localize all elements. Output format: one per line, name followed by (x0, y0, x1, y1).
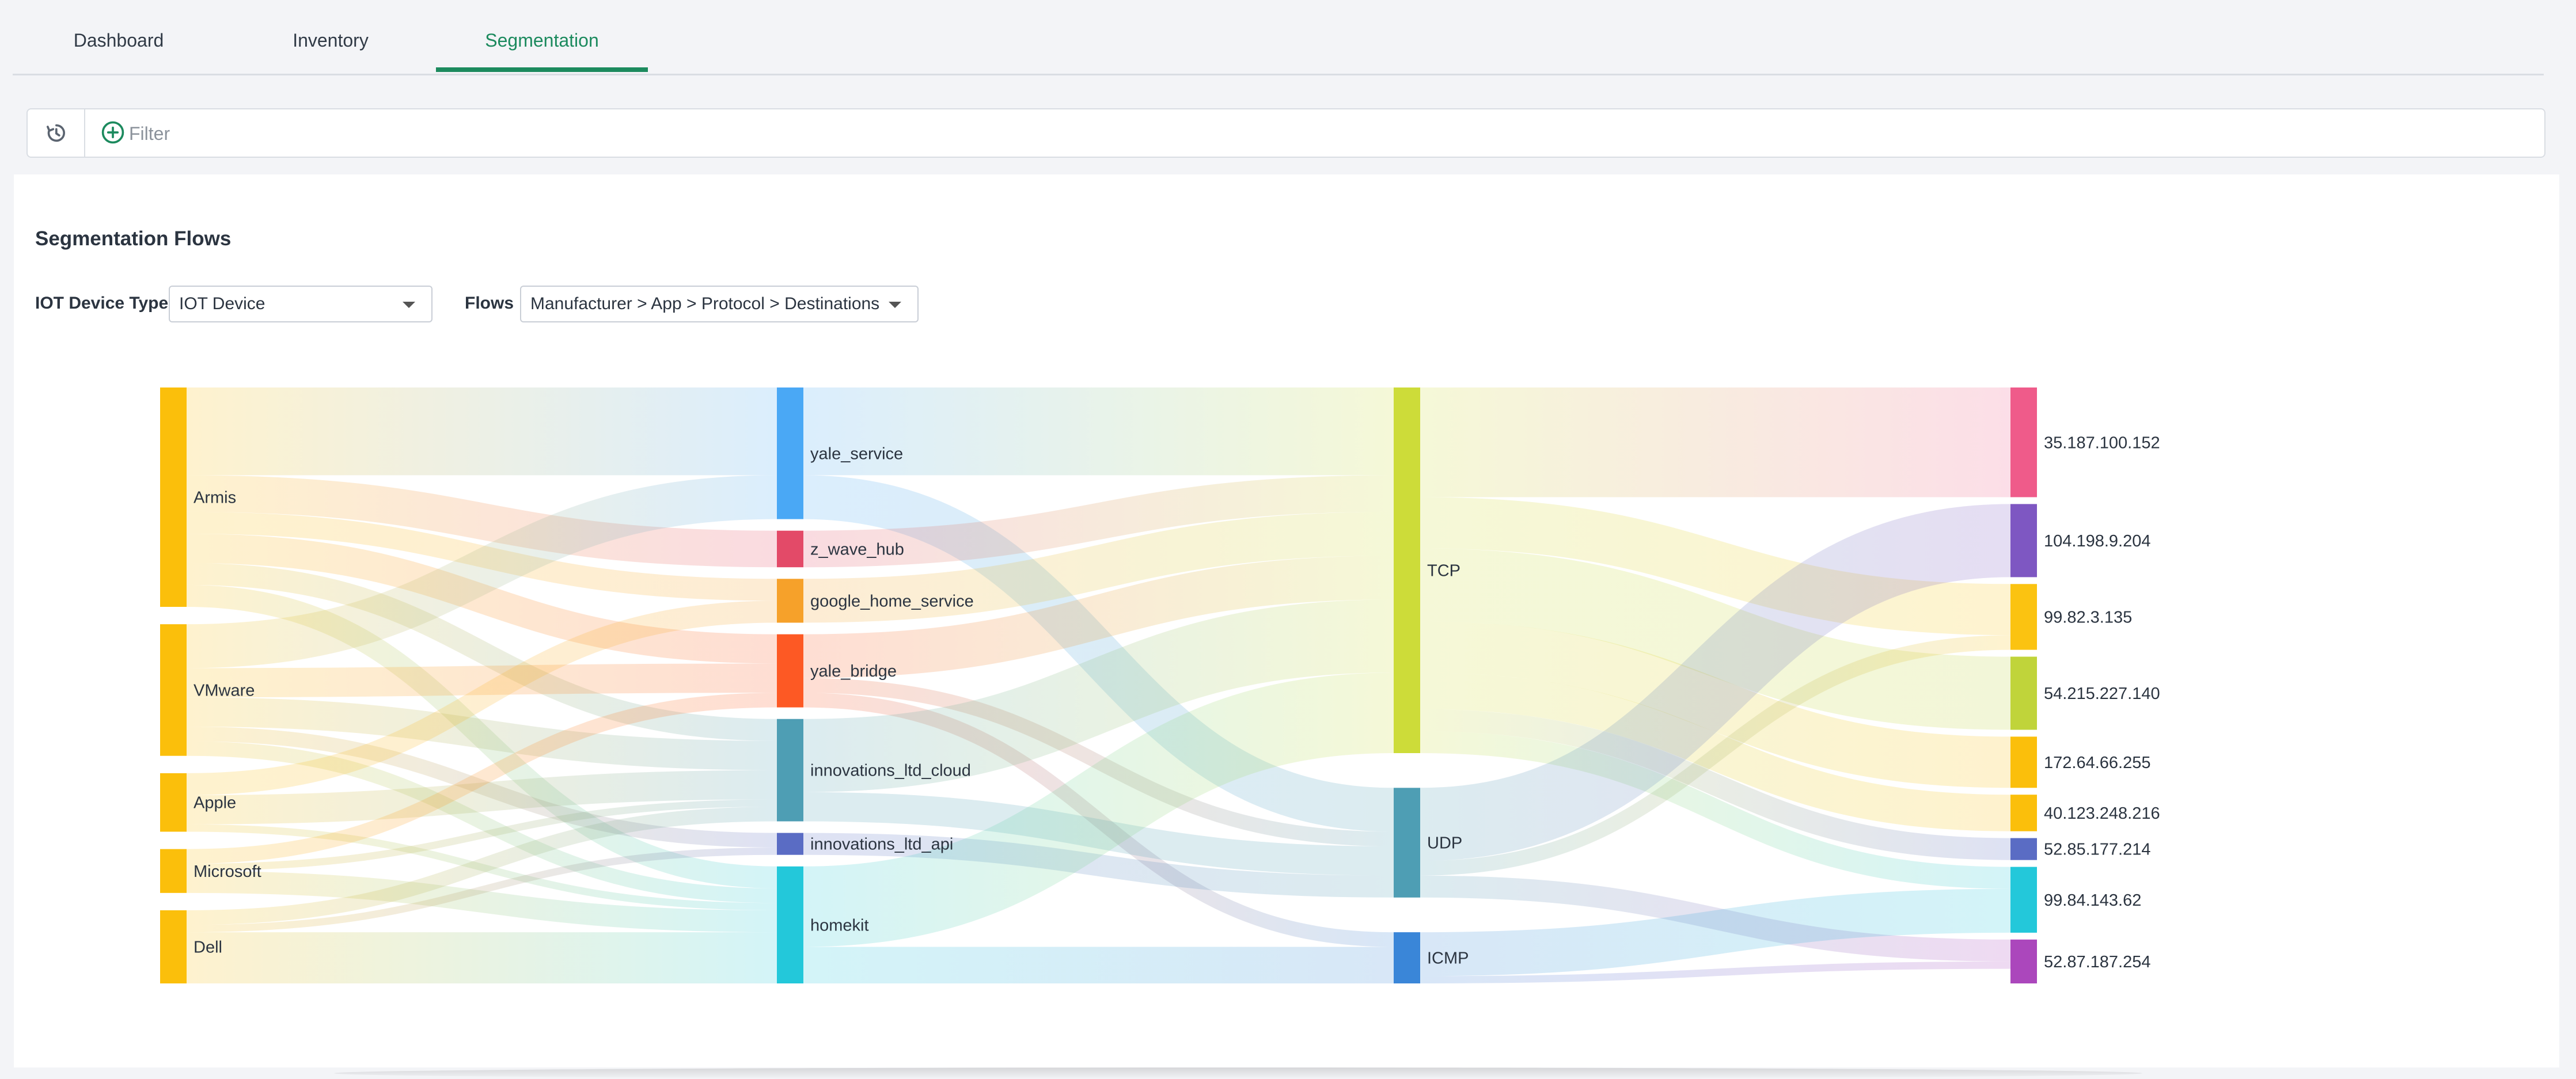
sankey-node[interactable] (160, 910, 187, 983)
sankey-node[interactable] (2010, 584, 2037, 650)
sankey-node[interactable] (777, 634, 803, 708)
sankey-node-label: 52.85.177.214 (2044, 841, 2150, 859)
sankey-node[interactable] (777, 530, 803, 568)
sankey-node-label: Microsoft (194, 863, 261, 881)
segmentation-panel: Segmentation Flows IOT Device Type IOT D… (14, 174, 2559, 1067)
sankey-nodes: Armis VMware Apple Microsoft Dell yale_servic… (160, 387, 2160, 983)
sankey-node[interactable] (2010, 867, 2037, 933)
sankey-node-label: 40.123.248.216 (2044, 804, 2160, 823)
sankey-node[interactable] (777, 387, 803, 519)
sankey-node[interactable] (777, 579, 803, 623)
sankey-node-label: 99.84.143.62 (2044, 891, 2141, 910)
sankey-node[interactable] (160, 849, 187, 893)
device-type-value: IOT Device (179, 294, 265, 313)
sankey-node[interactable] (1394, 387, 1420, 753)
sankey-node[interactable] (2010, 656, 2037, 730)
filter-input[interactable] (128, 116, 1858, 151)
sankey-link[interactable] (803, 556, 1394, 678)
sankey-node-label: 35.187.100.152 (2044, 434, 2160, 452)
sankey-link[interactable] (186, 475, 777, 668)
history-icon (47, 124, 66, 142)
sankey-node[interactable] (1394, 788, 1420, 898)
panel-shadow (334, 1067, 2142, 1079)
sankey-node[interactable] (160, 773, 187, 832)
sankey-node-label: innovations_ltd_cloud (810, 762, 971, 780)
device-type-label: IOT Device Type (35, 294, 169, 313)
sankey-link[interactable] (1420, 888, 2011, 977)
panel-title: Segmentation Flows (35, 227, 232, 250)
sankey-node-label: 172.64.66.255 (2044, 754, 2150, 772)
sankey-node[interactable] (160, 624, 187, 756)
sankey-link[interactable] (186, 601, 777, 795)
filter-bar (26, 108, 2545, 158)
sankey-chart: Armis VMware Apple Microsoft Dell yale_servic… (160, 387, 2160, 984)
sankey-node[interactable] (2010, 795, 2037, 831)
sankey-link[interactable] (186, 693, 777, 864)
sankey-node[interactable] (777, 719, 803, 822)
sankey-link[interactable] (1420, 709, 2011, 860)
sankey-node[interactable] (2010, 838, 2037, 860)
sankey-link[interactable] (1420, 961, 2011, 983)
sankey-node-label: UDP (1427, 834, 1462, 853)
tab-dashboard[interactable]: Dashboard (73, 30, 164, 51)
sankey-link[interactable] (186, 848, 777, 933)
sankey-link[interactable] (186, 807, 777, 925)
sankey-node[interactable] (777, 866, 803, 983)
sankey-node-label: Armis (194, 489, 236, 507)
chevron-down-icon (403, 302, 415, 308)
sankey-node-label: 99.82.3.135 (2044, 608, 2132, 626)
sankey-node[interactable] (160, 387, 187, 607)
sankey-node[interactable] (1394, 932, 1420, 983)
sankey-node-label: z_wave_hub (810, 540, 904, 559)
sankey-link[interactable] (186, 534, 777, 664)
flows-value: Manufacturer > App > Protocol > Destinat… (530, 294, 880, 313)
sankey-link[interactable] (186, 563, 777, 741)
sankey-node[interactable] (2010, 939, 2037, 983)
sankey-node-label: Apple (194, 794, 236, 812)
sankey-link[interactable] (186, 741, 777, 903)
sankey-link[interactable] (1420, 635, 2011, 876)
flows-label: Flows (465, 294, 514, 313)
history-button[interactable] (28, 109, 85, 157)
sankey-link[interactable] (803, 475, 1394, 832)
sankey-node-label: VMware (194, 681, 255, 700)
sankey-link[interactable] (186, 475, 777, 568)
sankey-links (186, 387, 2011, 984)
sankey-link[interactable] (803, 833, 1394, 898)
sankey-node-label: innovations_ltd_api (810, 835, 953, 854)
sankey-node-label: google_home_service (810, 592, 974, 610)
tab-bar: Dashboard Inventory Segmentation (13, 0, 2544, 75)
sankey-node-label: homekit (810, 916, 869, 934)
sankey-link[interactable] (1420, 731, 2011, 889)
sankey-link[interactable] (186, 871, 777, 933)
sankey-node-label: 104.198.9.204 (2044, 532, 2150, 550)
plus-circle-icon[interactable] (100, 120, 126, 145)
sankey-node-label: yale_bridge (810, 662, 897, 681)
sankey-link[interactable] (186, 697, 777, 770)
sankey-node-label: 52.87.187.254 (2044, 953, 2150, 971)
sankey-link[interactable] (186, 799, 777, 871)
sankey-link[interactable] (186, 663, 777, 698)
sankey-link[interactable] (803, 511, 1394, 623)
sankey-node-label: Dell (194, 939, 222, 957)
tab-inventory[interactable]: Inventory (293, 30, 369, 51)
sankey-link[interactable] (803, 673, 1394, 947)
sankey-node-label: 54.215.227.140 (2044, 685, 2160, 703)
sankey-link[interactable] (1420, 497, 2011, 636)
chevron-down-icon (889, 302, 901, 308)
sankey-node-label: yale_service (810, 444, 903, 463)
sankey-link[interactable] (186, 770, 777, 825)
device-type-select[interactable]: IOT Device (169, 286, 433, 322)
sankey-node[interactable] (2010, 736, 2037, 788)
flows-select[interactable]: Manufacturer > App > Protocol > Destinat… (520, 286, 919, 322)
sankey-link[interactable] (803, 599, 1394, 792)
tab-segmentation[interactable]: Segmentation (436, 0, 648, 72)
sankey-node[interactable] (2010, 504, 2037, 578)
sankey-node[interactable] (777, 833, 803, 855)
sankey-link[interactable] (1420, 504, 2011, 861)
sankey-link[interactable] (803, 475, 1394, 568)
sankey-node-label: ICMP (1427, 949, 1469, 968)
sankey-node-label: TCP (1427, 562, 1460, 580)
sankey-node[interactable] (2010, 387, 2037, 497)
